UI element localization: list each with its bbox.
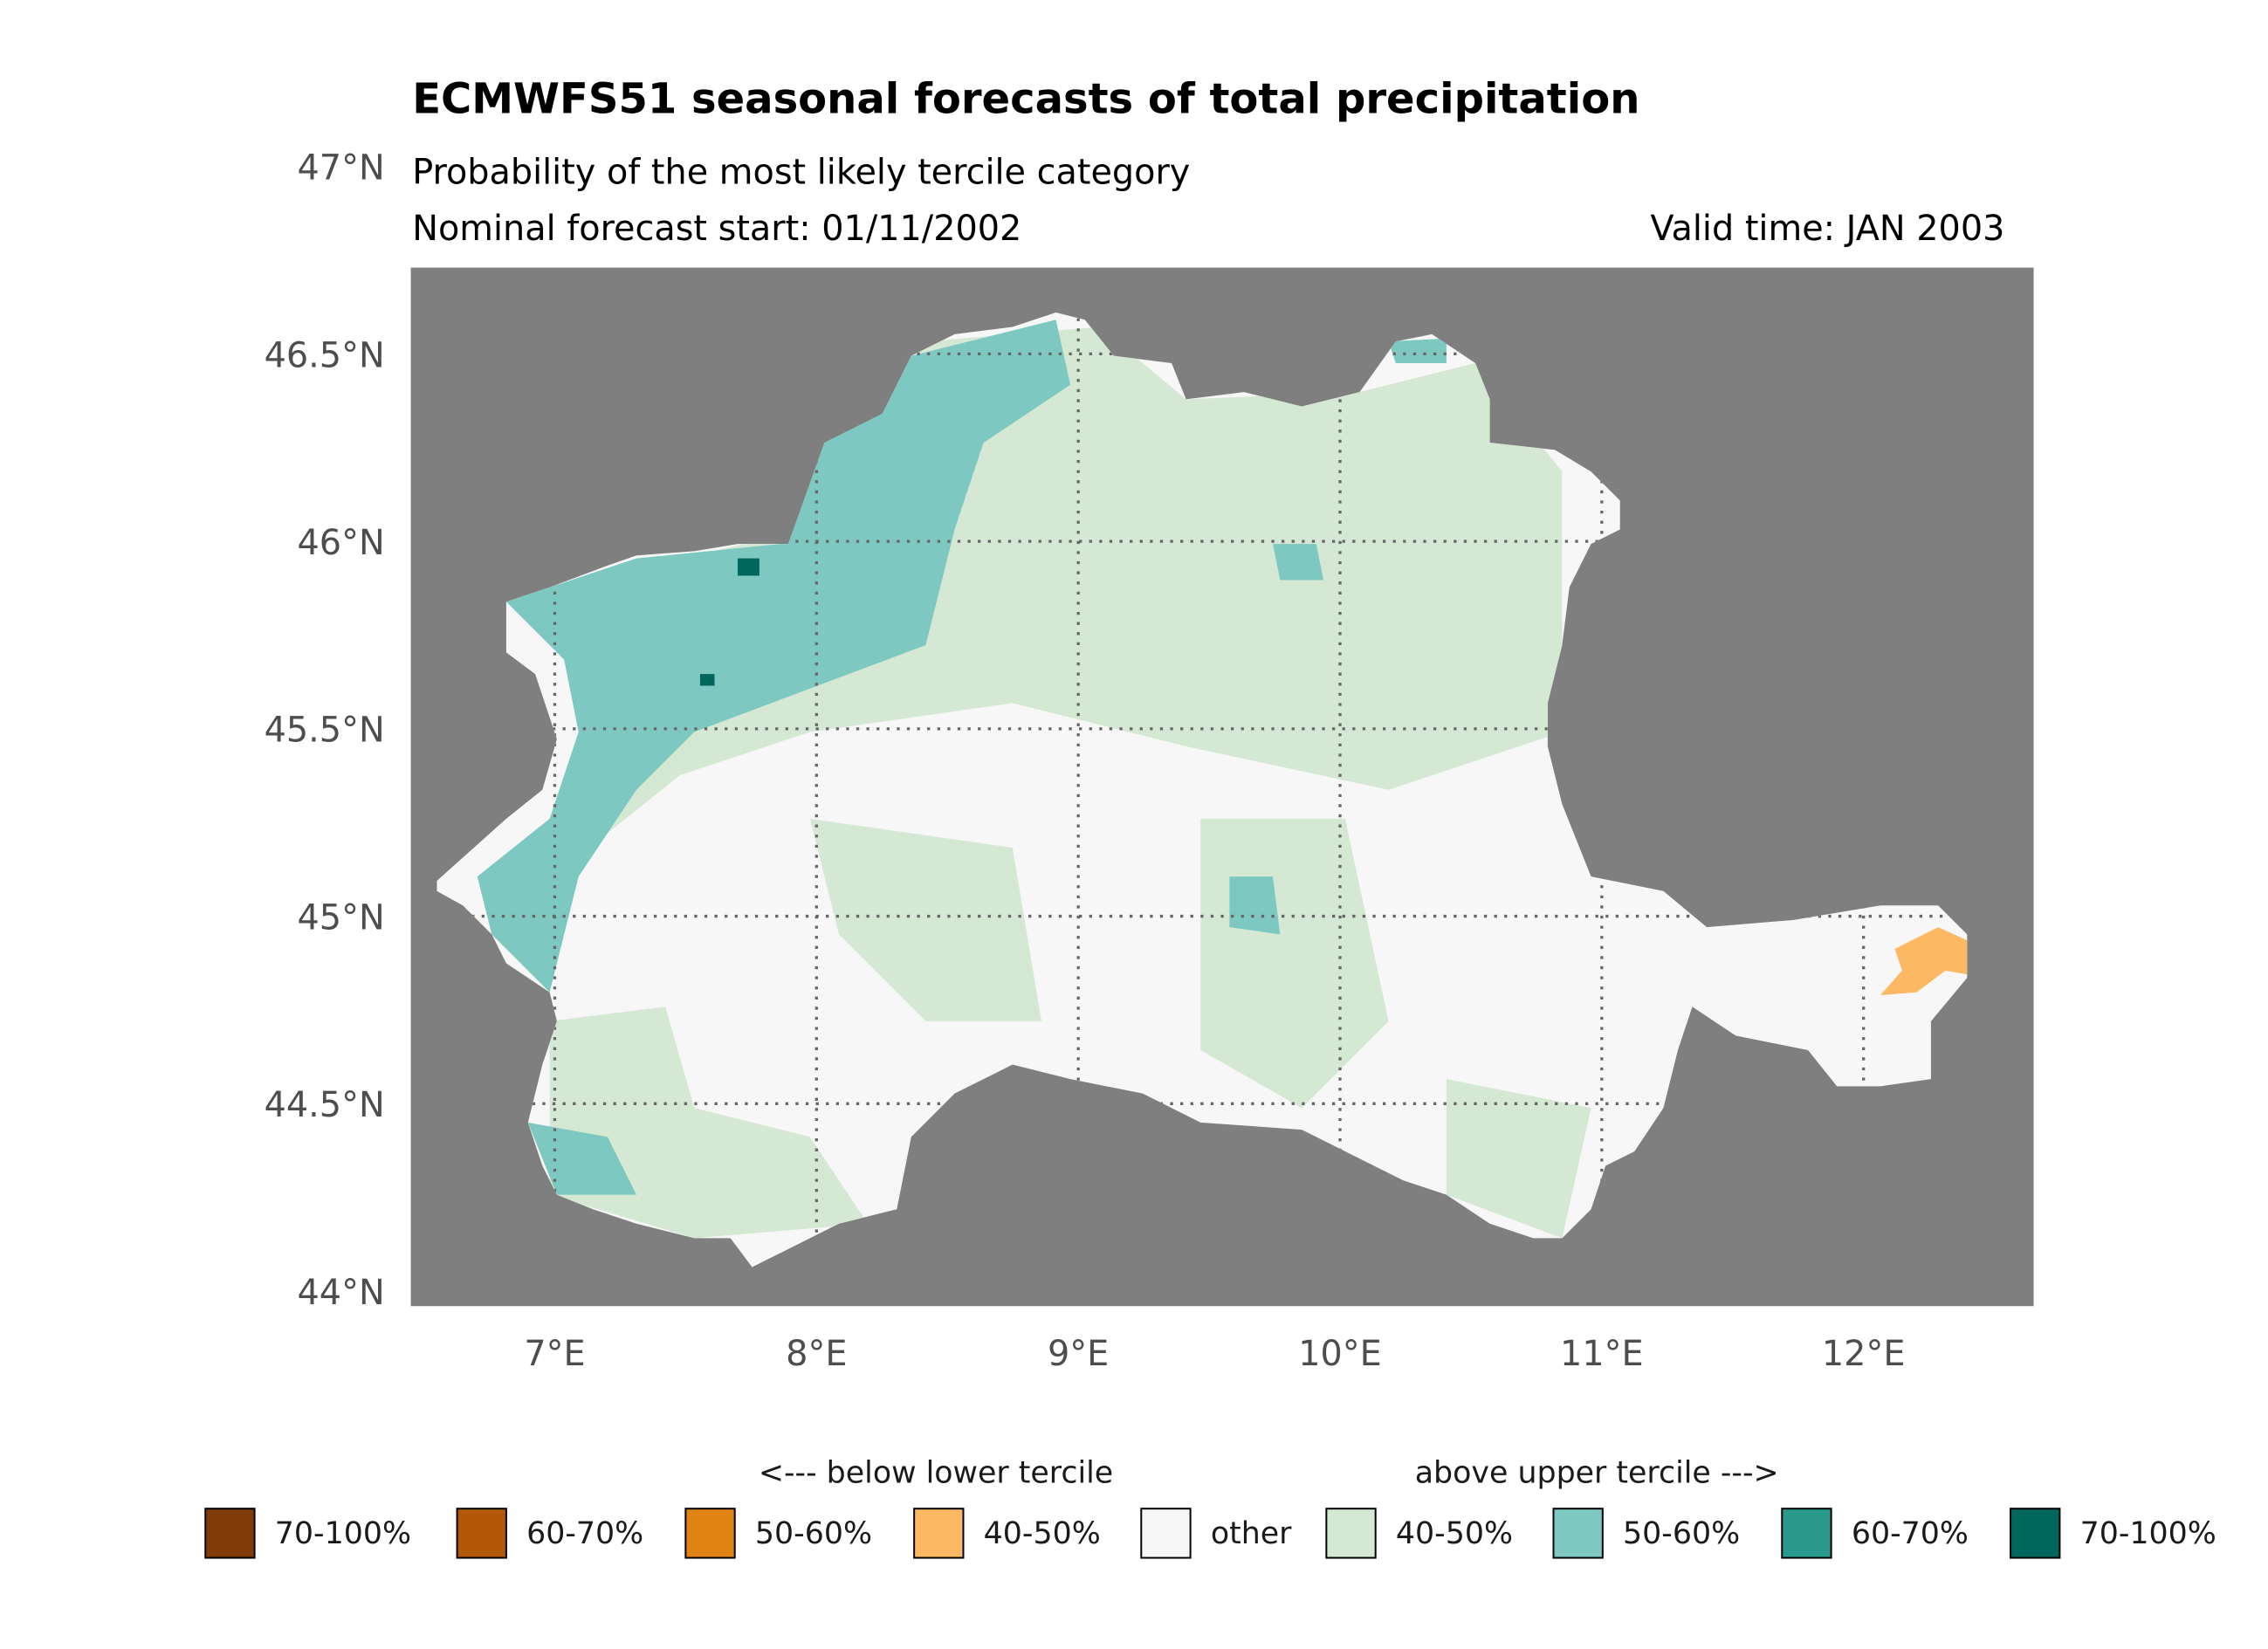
y-tick-label: 46.5°N <box>265 335 385 375</box>
x-tick-label: 12°E <box>1822 1334 1906 1374</box>
x-tick-label: 11°E <box>1560 1334 1644 1374</box>
y-tick-label: 47°N <box>298 148 385 189</box>
x-tick-label: 10°E <box>1298 1334 1382 1374</box>
legend-swatch <box>1781 1508 1832 1559</box>
legend-label: 50-60% <box>1623 1516 1740 1551</box>
x-tick-label: 8°E <box>786 1334 847 1374</box>
start-label: Nominal forecast start: 01/11/2002 <box>412 209 1021 249</box>
legend-swatch <box>2010 1508 2061 1559</box>
y-tick-label: 45.5°N <box>265 711 385 751</box>
legend-label: 70-100% <box>2080 1516 2216 1551</box>
legend-label: 60-70% <box>526 1516 643 1551</box>
legend-swatch <box>1325 1508 1377 1559</box>
x-tick-label: 7°E <box>524 1334 585 1374</box>
legend-swatch <box>204 1508 256 1559</box>
legend-label: 60-70% <box>1852 1516 1969 1551</box>
chart-title: ECMWFS51 seasonal forecasts of total pre… <box>412 74 1639 123</box>
y-tick-label: 46°N <box>298 523 385 563</box>
valid-label: Valid time: JAN 2003 <box>1650 209 2004 249</box>
legend-swatch <box>456 1508 507 1559</box>
legend-label: other <box>1211 1516 1292 1551</box>
legend-label: 70-100% <box>275 1516 411 1551</box>
region-above-40 <box>549 326 1563 834</box>
legend-swatch <box>913 1508 965 1559</box>
legend-swatch <box>1552 1508 1604 1559</box>
x-tick-label: 9°E <box>1048 1334 1109 1374</box>
legend-swatch <box>1140 1508 1192 1559</box>
legend-swatch <box>684 1508 736 1559</box>
legend-label: 40-50% <box>984 1516 1101 1551</box>
region-above-40 <box>549 818 1591 1239</box>
legend-header: above upper tercile ---> <box>1415 1455 1779 1490</box>
subtitle: Probability of the most likely tercile c… <box>412 152 1190 192</box>
y-tick-label: 44°N <box>298 1273 385 1313</box>
region-below-40 <box>1880 927 1968 996</box>
region-above-70 <box>699 558 759 686</box>
legend-label: 50-60% <box>755 1516 872 1551</box>
y-tick-label: 45°N <box>298 898 385 938</box>
legend-header: <--- below lower tercile <box>759 1455 1113 1490</box>
legend-label: 40-50% <box>1396 1516 1513 1551</box>
region-above-50 <box>477 319 1071 993</box>
y-tick-label: 44.5°N <box>265 1085 385 1125</box>
